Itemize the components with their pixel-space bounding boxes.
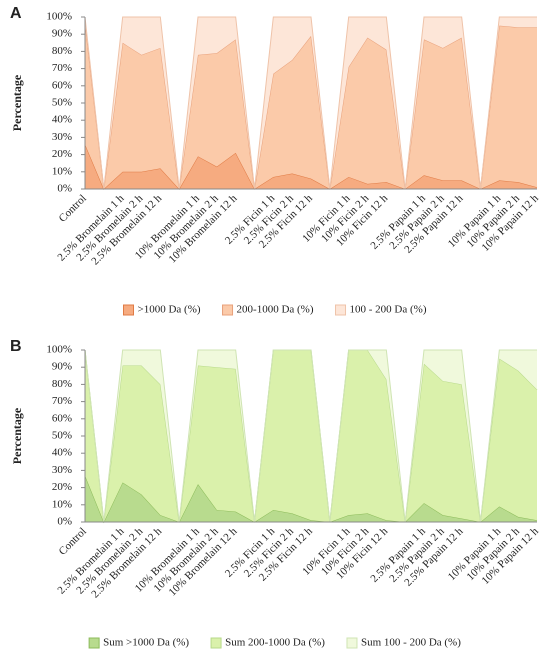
area [85,350,537,522]
y-axis-label: Percentage [10,74,24,131]
y-tick-label: 30% [52,131,72,143]
y-tick-label: 90% [52,361,72,373]
y-tick-label: 40% [52,114,72,126]
legend: Sum >1000 Da (%) Sum 200-1000 Da (%) Sum 1… [88,637,461,649]
panel-label: B [10,338,22,355]
y-tick-label: 60% [52,79,72,91]
y-tick-label: 70% [52,395,72,407]
y-tick-label: 30% [52,464,72,476]
y-tick-label: 70% [52,62,72,74]
legend-label: >1000 Da (%) [138,304,201,316]
legend-swatch [123,304,134,316]
area [85,17,537,189]
area-edge [84,349,537,523]
y-tick-label: 60% [52,412,72,424]
legend-swatch [210,637,222,649]
legend-label: 200-1000 Da (%) [237,304,314,316]
panel-label: A [10,5,22,22]
y-tick-label: 20% [52,148,72,160]
x-tick-label: Control [57,192,89,224]
legend-swatch [346,637,358,649]
legend-swatch [222,304,234,316]
x-tick-label: Control [57,525,89,557]
y-tick-label: 20% [52,481,72,493]
y-tick-label: 90% [52,28,72,40]
legend-label: Sum >1000 Da (%) [103,637,189,649]
y-tick-label: 40% [52,447,72,459]
area [85,22,537,189]
y-tick-label: 50% [52,430,72,442]
legend-swatch [335,304,347,316]
legend-label: 100 - 200 Da (%) [350,304,427,316]
legend-label: Sum 200-1000 Da (%) [225,637,325,649]
y-tick-label: 100% [46,11,72,23]
y-tick-label: 100% [46,344,72,356]
y-tick-label: 10% [52,498,72,510]
area [85,475,537,522]
y-tick-label: 80% [52,378,72,390]
y-tick-label: 10% [52,165,72,177]
area-edge [84,16,537,190]
area [85,144,537,189]
legend: >1000 Da (%) 200-1000 Da (%) 100 - 200 Da … [123,304,427,316]
y-tick-label: 80% [52,45,72,57]
legend-label: Sum 100 - 200 Da (%) [361,637,461,649]
y-tick-label: 50% [52,97,72,109]
legend-swatch [88,637,100,649]
y-axis-label: Percentage [10,407,24,464]
y-tick-label: 0% [57,183,72,195]
y-tick-label: 0% [57,516,72,528]
